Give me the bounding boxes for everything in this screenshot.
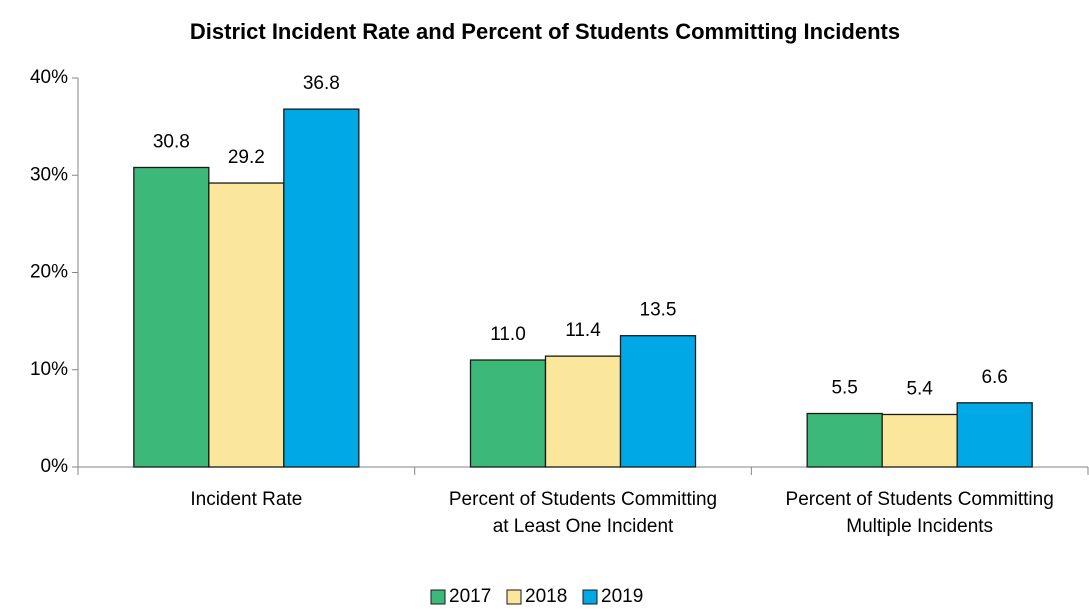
legend-swatch: [506, 589, 522, 605]
bar: [806, 412, 883, 468]
bar: [208, 182, 285, 468]
x-tick-label: Percent of Students Committing Multiple …: [785, 489, 1054, 537]
y-tick-label: 10%: [30, 359, 68, 380]
legend-label: 2018: [525, 586, 567, 607]
value-label: 11.0: [490, 324, 526, 345]
bar: [133, 166, 210, 468]
legend-swatch: [430, 589, 446, 605]
y-tick-label: 40%: [30, 67, 68, 88]
bar: [881, 413, 958, 468]
chart-title: District Incident Rate and Percent of St…: [190, 19, 900, 44]
legend-label: 2017: [449, 586, 491, 607]
value-label: 13.5: [640, 300, 677, 321]
value-label: 5.4: [906, 379, 933, 400]
bar: [619, 335, 697, 468]
bar: [956, 402, 1033, 468]
bar: [469, 359, 547, 468]
y-tick-label: 20%: [30, 262, 68, 283]
value-label: 5.5: [831, 378, 857, 399]
bar: [544, 355, 622, 468]
x-tick-label: Percent of Students Committing at Least …: [448, 489, 718, 537]
bar: [283, 108, 360, 468]
value-label: 30.8: [153, 131, 190, 152]
value-label: 6.6: [981, 367, 1007, 388]
value-label: 29.2: [228, 147, 265, 168]
y-tick-label: 30%: [30, 164, 68, 185]
y-tick-label: 0%: [41, 456, 69, 477]
value-label: 11.4: [565, 320, 601, 341]
x-tick-label: Incident Rate: [190, 489, 303, 510]
legend-swatch: [582, 589, 598, 605]
value-label: 36.8: [303, 73, 340, 94]
legend-label: 2019: [601, 586, 643, 607]
